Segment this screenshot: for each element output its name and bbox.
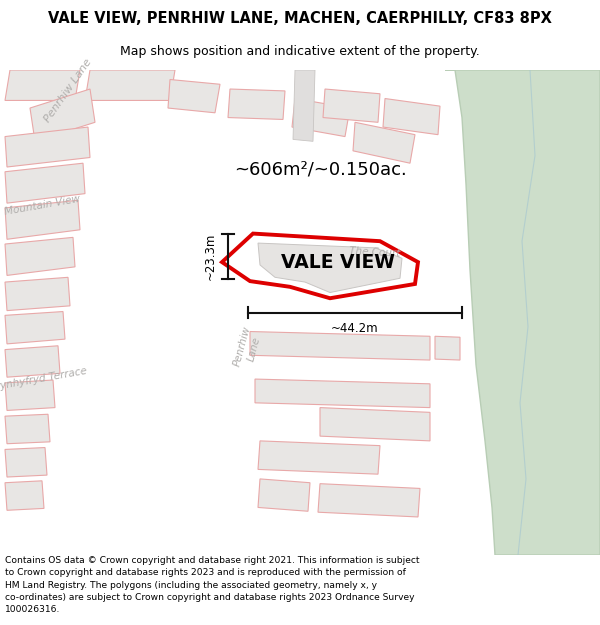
Text: Brynhyfryd Terrace: Brynhyfryd Terrace (0, 366, 88, 392)
Polygon shape (85, 70, 175, 101)
Polygon shape (320, 408, 430, 441)
Polygon shape (5, 127, 90, 167)
Polygon shape (245, 327, 462, 348)
Polygon shape (168, 79, 220, 112)
Text: Mountain View: Mountain View (4, 194, 80, 217)
Polygon shape (5, 380, 55, 411)
Text: The Court: The Court (349, 246, 401, 259)
Text: Contains OS data © Crown copyright and database right 2021. This information is : Contains OS data © Crown copyright and d… (5, 556, 419, 614)
Text: VALE VIEW: VALE VIEW (281, 253, 395, 272)
Text: Penrhiw Lane: Penrhiw Lane (43, 58, 94, 124)
Polygon shape (5, 311, 65, 344)
Polygon shape (5, 448, 47, 477)
Polygon shape (323, 89, 380, 122)
Polygon shape (96, 70, 300, 508)
Text: ~44.2m: ~44.2m (331, 322, 379, 335)
Polygon shape (258, 479, 310, 511)
Polygon shape (5, 414, 50, 444)
Polygon shape (5, 278, 70, 311)
Polygon shape (5, 238, 75, 276)
Text: Map shows position and indicative extent of the property.: Map shows position and indicative extent… (120, 45, 480, 58)
Polygon shape (353, 122, 415, 163)
Polygon shape (258, 441, 380, 474)
Polygon shape (250, 331, 430, 360)
Text: ~606m²/~0.150ac.: ~606m²/~0.150ac. (233, 161, 406, 179)
Polygon shape (5, 200, 80, 239)
Text: ~23.3m: ~23.3m (203, 232, 217, 280)
Polygon shape (30, 89, 95, 141)
Polygon shape (293, 70, 315, 141)
Polygon shape (5, 481, 44, 510)
Text: VALE VIEW, PENRHIW LANE, MACHEN, CAERPHILLY, CF83 8PX: VALE VIEW, PENRHIW LANE, MACHEN, CAERPHI… (48, 11, 552, 26)
Polygon shape (5, 346, 60, 377)
Polygon shape (292, 99, 350, 137)
Polygon shape (258, 243, 402, 292)
Polygon shape (270, 241, 455, 274)
Polygon shape (5, 70, 80, 101)
Polygon shape (383, 99, 440, 134)
Polygon shape (435, 336, 460, 360)
Polygon shape (318, 484, 420, 517)
Polygon shape (222, 234, 418, 298)
Text: Penrhiw
Lane: Penrhiw Lane (232, 325, 264, 371)
Polygon shape (228, 89, 285, 119)
Polygon shape (245, 379, 340, 398)
Polygon shape (445, 70, 600, 555)
Polygon shape (5, 163, 85, 203)
Polygon shape (255, 379, 430, 408)
